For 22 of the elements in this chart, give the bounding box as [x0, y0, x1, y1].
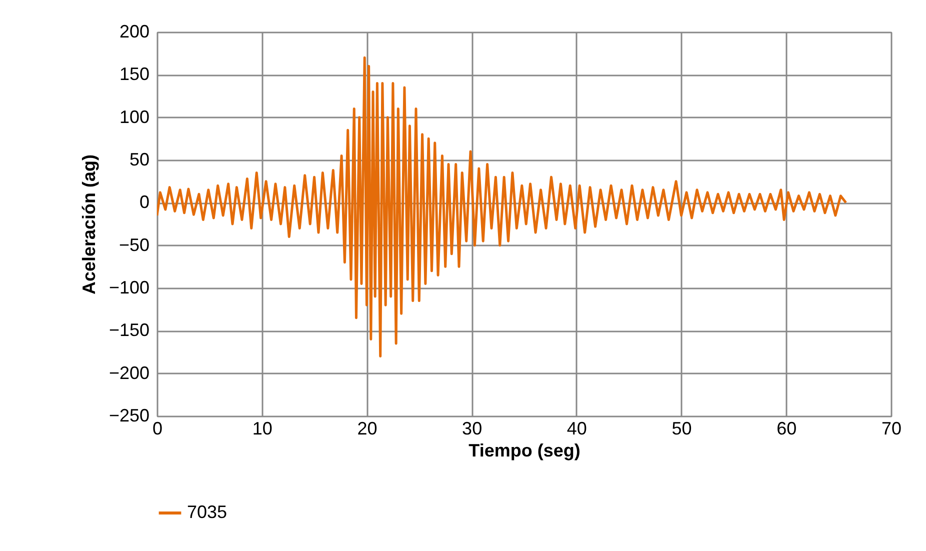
- x-tick-label: 50: [672, 418, 692, 438]
- y-tick-label: −100: [108, 278, 150, 298]
- y-tick-label: 150: [119, 64, 150, 84]
- x-axis-title: Tiempo (seg): [468, 440, 580, 460]
- y-tick-label: 50: [129, 150, 150, 170]
- y-axis-title: Aceleración (ag): [78, 154, 99, 295]
- x-tick-label: 30: [462, 418, 482, 438]
- x-tick-label: 0: [152, 418, 163, 438]
- y-tick-label: 0: [139, 192, 150, 212]
- y-tick-label: −150: [108, 320, 150, 340]
- y-tick-label: −200: [108, 362, 150, 383]
- x-tick-label: 60: [776, 418, 797, 438]
- y-tick-label: 100: [119, 106, 150, 127]
- x-tick-label: 20: [357, 418, 378, 438]
- line-series: [157, 56, 848, 358]
- y-tick-label: −250: [108, 406, 150, 426]
- y-tick-label: 200: [119, 22, 150, 42]
- x-tick-label: 40: [566, 418, 587, 438]
- x-tick-label: 70: [881, 418, 902, 438]
- x-tick-label: 10: [252, 418, 272, 438]
- y-tick-label: −50: [118, 234, 150, 255]
- legend-label: 7035: [187, 502, 228, 522]
